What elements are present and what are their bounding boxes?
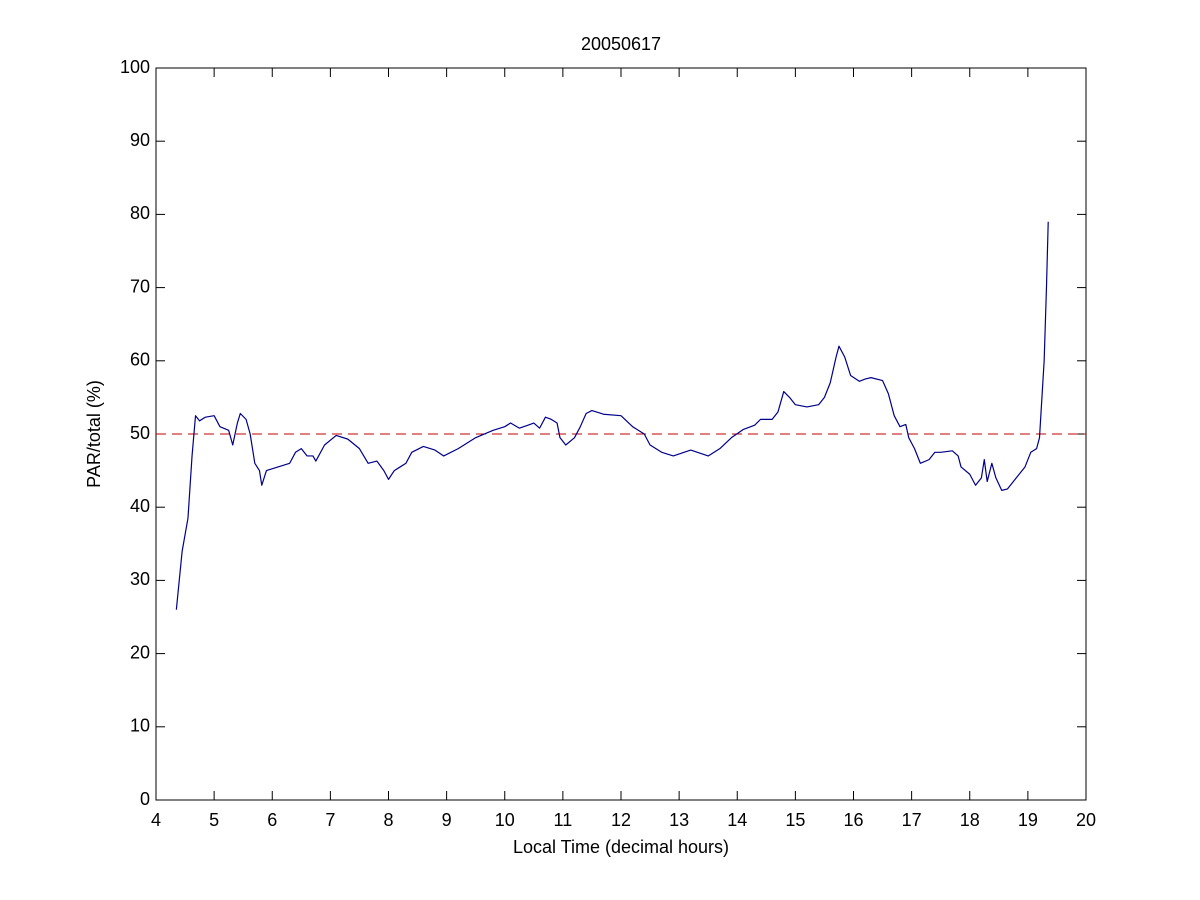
y-tick-label: 30	[130, 569, 150, 589]
x-tick-label: 10	[495, 810, 515, 830]
y-tick-label: 100	[120, 57, 150, 77]
x-tick-label: 13	[669, 810, 689, 830]
x-tick-label: 5	[209, 810, 219, 830]
y-tick-label: 40	[130, 496, 150, 516]
x-tick-label: 19	[1018, 810, 1038, 830]
x-tick-label: 14	[727, 810, 747, 830]
x-tick-label: 17	[902, 810, 922, 830]
data-line	[175, 221, 1049, 610]
x-tick-label: 8	[383, 810, 393, 830]
x-tick-label: 6	[267, 810, 277, 830]
y-tick-label: 50	[130, 423, 150, 443]
x-tick-label: 20	[1076, 810, 1096, 830]
y-tick-label: 20	[130, 642, 150, 662]
y-tick-label: 70	[130, 276, 150, 296]
x-tick-label: 16	[843, 810, 863, 830]
chart-title: 20050617	[581, 34, 661, 54]
y-tick-label: 60	[130, 350, 150, 370]
x-tick-label: 7	[325, 810, 335, 830]
x-axis-label: Local Time (decimal hours)	[513, 837, 729, 857]
x-tick-label: 11	[554, 810, 573, 830]
y-tick-label: 0	[140, 789, 150, 809]
x-tick-label: 18	[960, 810, 980, 830]
x-tick-label: 4	[151, 810, 161, 830]
y-tick-label: 80	[130, 203, 150, 223]
y-axis-label: PAR/total (%)	[84, 380, 104, 488]
y-tick-label: 10	[130, 716, 150, 736]
x-tick-label: 12	[611, 810, 631, 830]
x-tick-label: 9	[442, 810, 452, 830]
x-tick-label: 15	[785, 810, 805, 830]
y-tick-label: 90	[130, 130, 150, 150]
